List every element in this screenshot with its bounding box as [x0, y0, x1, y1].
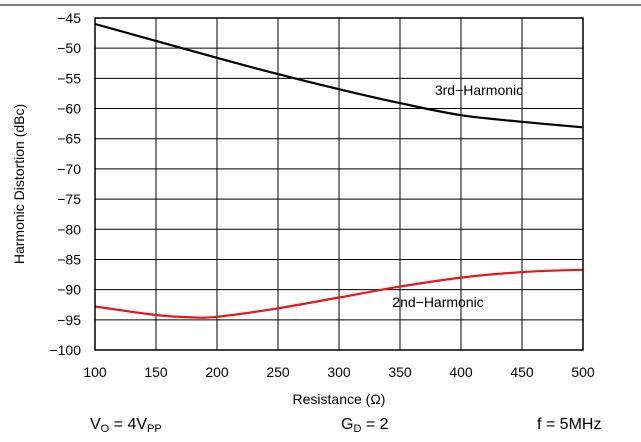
gd-symbol: G	[341, 416, 354, 433]
x-tick-label: 450	[510, 364, 534, 380]
vo-equals: = 4V	[109, 416, 148, 433]
series-line-3rd-harmonic	[94, 22, 584, 129]
y-tick-label: −100	[49, 342, 81, 358]
y-tick-label: −60	[57, 101, 81, 117]
gd-subscript: D	[353, 423, 362, 435]
series-line-2nd-harmonic	[94, 268, 584, 319]
series-label-2nd-harmonic: 2nd−Harmonic	[392, 294, 483, 310]
x-tick-label: 400	[449, 364, 473, 380]
grid	[95, 18, 583, 350]
y-tick-label: −90	[57, 282, 81, 298]
x-axis-label: Resistance (Ω)	[293, 391, 386, 407]
y-tick-label: −55	[57, 70, 81, 86]
x-tick-label: 500	[571, 364, 595, 380]
gd-equals: = 2	[361, 416, 389, 433]
series-label-3rd-harmonic: 3rd−Harmonic	[435, 82, 523, 98]
gain-condition: GD = 2	[341, 416, 389, 435]
y-tick-label: −70	[57, 161, 81, 177]
series-layer	[94, 22, 584, 319]
plot-frame	[94, 17, 584, 351]
vo-symbol: V	[90, 416, 101, 433]
vo-subscript: O	[100, 423, 110, 435]
x-tick-label: 250	[266, 364, 290, 380]
tick-labels: 100 150 200 250 300 350 400 450 500 −45 −50 −55 −60 −…	[49, 10, 594, 380]
y-tick-label: −95	[57, 312, 81, 328]
y-tick-label: −65	[57, 131, 81, 147]
y-tick-label: −85	[57, 251, 81, 267]
y-tick-label: −50	[57, 40, 81, 56]
y-axis-label: Harmonic Distortion (dBc)	[11, 104, 27, 264]
vo-unit-subscript: PP	[147, 423, 162, 435]
x-tick-label: 150	[144, 364, 168, 380]
series-labels: 3rd−Harmonic 2nd−Harmonic	[392, 82, 523, 310]
y-tick-label: −80	[57, 221, 81, 237]
output-voltage-condition: VO = 4VPP	[90, 416, 162, 435]
x-tick-label: 350	[388, 364, 412, 380]
y-tick-label: −75	[57, 191, 81, 207]
x-tick-label: 100	[83, 364, 107, 380]
frequency-condition: f = 5MHz	[537, 416, 602, 433]
x-tick-label: 200	[205, 364, 229, 380]
y-tick-label: −45	[57, 10, 81, 26]
x-tick-label: 300	[327, 364, 351, 380]
